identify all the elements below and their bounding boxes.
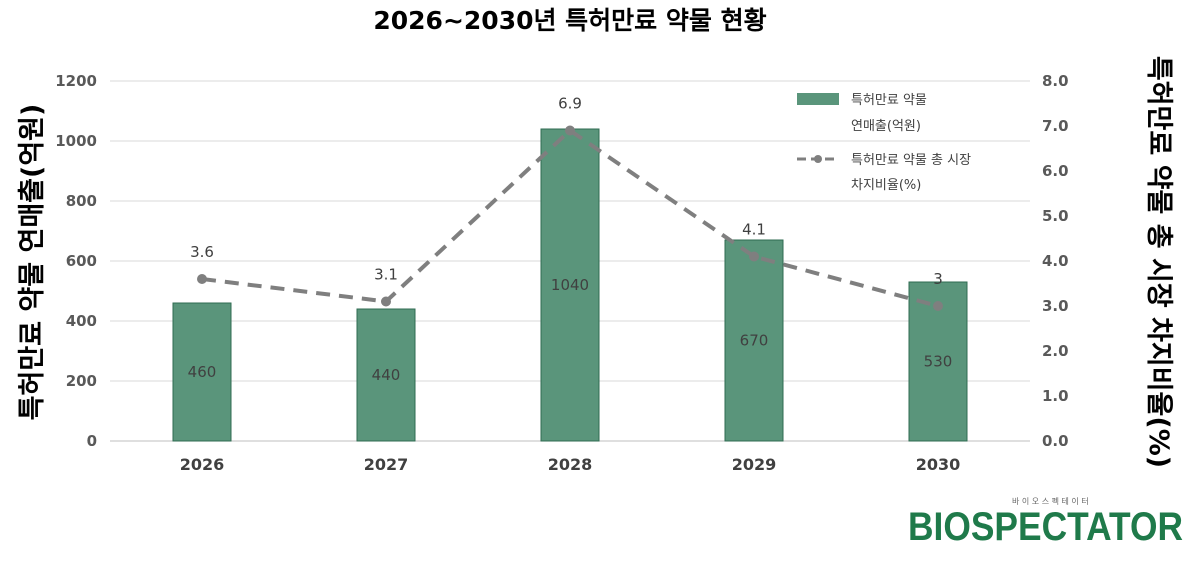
line-value-label: 6.9 xyxy=(558,95,582,113)
line-value-label: 4.1 xyxy=(742,221,766,239)
bar-value-label: 1040 xyxy=(551,276,589,294)
y2-tick-label: 4.0 xyxy=(1042,252,1069,270)
legend-line-label-line1: 특허만료 약물 총 시장 xyxy=(851,153,971,168)
series-line xyxy=(201,127,939,308)
line-series xyxy=(197,125,943,311)
bar-value-label: 670 xyxy=(740,332,769,350)
bar xyxy=(356,308,416,442)
y-tick-label: 1000 xyxy=(55,132,97,150)
y-tick-label: 400 xyxy=(66,312,97,330)
legend-bar-swatch xyxy=(797,93,839,105)
logo-wordmark: BIOSPECTATOR xyxy=(908,505,1183,549)
y2-tick-label: 8.0 xyxy=(1042,72,1069,90)
logo-subtext: 바 이 오 스 펙 테 이 터 xyxy=(1012,496,1089,506)
y2-tick-label: 1.0 xyxy=(1042,387,1069,405)
bar xyxy=(172,302,232,442)
bar-value-label: 530 xyxy=(924,353,953,371)
x-tick-label: 2030 xyxy=(916,455,961,474)
bar-value-label: 440 xyxy=(372,366,401,384)
y2-tick-label: 0.0 xyxy=(1042,432,1069,450)
bar xyxy=(540,128,600,442)
legend-line-marker xyxy=(814,155,822,163)
y-axis-title: 특허만료 약물 연매출(억원) xyxy=(17,104,48,421)
y-tick-label: 0 xyxy=(87,432,97,450)
chart-title: 2026~2030년 특허만료 약물 현황 xyxy=(373,6,766,35)
y-tick-label: 800 xyxy=(66,192,97,210)
y2-tick-label: 3.0 xyxy=(1042,297,1069,315)
bar-series xyxy=(172,128,968,442)
y2-tick-label: 6.0 xyxy=(1042,162,1069,180)
legend-line-label-line2: 차지비율(%) xyxy=(851,178,921,193)
legend: 특허만료 약물 연매출(억원) 특허만료 약물 총 시장 차지비율(%) xyxy=(797,93,971,193)
bar xyxy=(724,239,784,442)
legend-bar-label-line2: 연매출(억원) xyxy=(851,119,921,134)
legend-bar-label-line1: 특허만료 약물 xyxy=(851,93,927,108)
line-value-label: 3.1 xyxy=(374,266,398,284)
data-labels: 460 440 1040 670 530 3.6 3.1 6.9 4.1 3 xyxy=(188,95,953,385)
line-point xyxy=(381,296,391,307)
line-point xyxy=(197,274,207,284)
line-value-label: 3 xyxy=(933,270,943,288)
x-tick-label: 2026 xyxy=(180,455,225,474)
y-tick-label: 200 xyxy=(66,372,97,390)
line-point xyxy=(933,301,943,311)
y2-tick-label: 2.0 xyxy=(1042,342,1069,360)
x-tick-label: 2029 xyxy=(732,455,777,474)
x-tick-label: 2028 xyxy=(548,455,593,474)
axis-ticks: 0 200 400 600 800 1000 1200 0.0 1.0 2.0 3.0 4.0 5.0 6… xyxy=(55,72,1068,474)
x-tick-label: 2027 xyxy=(364,455,409,474)
bar-value-label: 460 xyxy=(188,363,217,381)
line-value-label: 3.6 xyxy=(190,243,214,261)
y-tick-label: 600 xyxy=(66,252,97,270)
line-point xyxy=(749,251,759,262)
y2-tick-label: 7.0 xyxy=(1042,117,1069,135)
y2-tick-label: 5.0 xyxy=(1042,207,1069,225)
line-point xyxy=(565,125,575,136)
y-tick-label: 1200 xyxy=(55,72,97,90)
biospectator-logo: BIOSPECTATOR 바 이 오 스 펙 테 이 터 xyxy=(908,496,1183,549)
y2-axis-title: 특허만료 약물 총 시장 차지비율(%) xyxy=(1143,56,1174,468)
